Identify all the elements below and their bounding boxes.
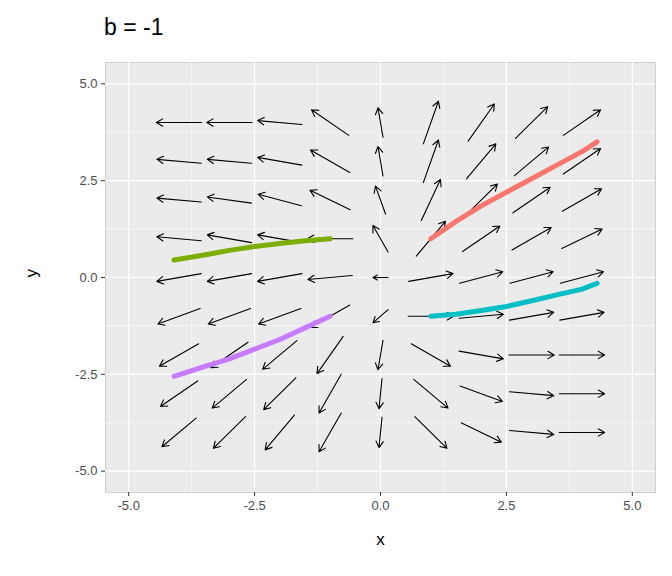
svg-text:x: x xyxy=(376,530,385,549)
svg-text:y: y xyxy=(22,269,41,278)
svg-text:0.0: 0.0 xyxy=(79,270,97,285)
svg-text:5.0: 5.0 xyxy=(79,76,97,91)
svg-text:-5.0: -5.0 xyxy=(75,463,97,478)
svg-text:0.0: 0.0 xyxy=(371,498,389,513)
svg-text:2.5: 2.5 xyxy=(79,173,97,188)
html-text:b = -1: b = -1 xyxy=(104,14,164,40)
svg-text:-5.0: -5.0 xyxy=(117,498,139,513)
svg-text:5.0: 5.0 xyxy=(623,498,641,513)
svg-text:-2.5: -2.5 xyxy=(75,367,97,382)
svg-text:-2.5: -2.5 xyxy=(243,498,265,513)
svg-text:2.5: 2.5 xyxy=(497,498,515,513)
